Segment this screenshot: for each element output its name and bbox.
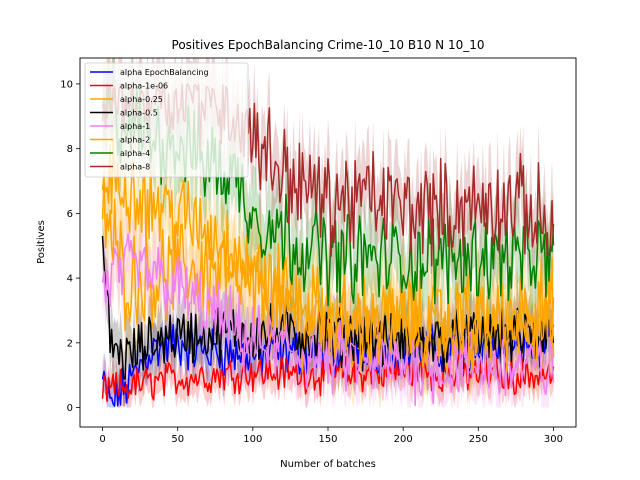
legend-label: alpha-0.25: [120, 95, 163, 104]
series-line-4: [101, 232, 555, 407]
legend-label: alpha-1e-06: [120, 82, 168, 91]
legend-label: alpha-4: [120, 149, 150, 158]
x-tick-label: 100: [243, 434, 262, 445]
series-band-5: [102, 89, 554, 408]
series-band-4: [102, 200, 554, 408]
legend-label: alpha EpochBalancing: [120, 68, 209, 77]
y-tick-label: 2: [67, 338, 73, 349]
y-axis: 0 2 4 6 8 10: [60, 79, 80, 414]
y-tick-label: 10: [60, 79, 73, 90]
y-tick-label: 8: [67, 144, 73, 155]
x-tick-label: 50: [171, 434, 184, 445]
x-tick-label: 250: [469, 434, 488, 445]
legend-label: alpha-0.5: [120, 109, 158, 118]
x-tick-label: 200: [394, 434, 413, 445]
x-axis-label: Number of batches: [280, 459, 376, 470]
x-tick-label: 300: [544, 434, 563, 445]
legend-label: alpha-8: [120, 163, 150, 172]
legend-box: [84, 62, 249, 178]
legend-label: alpha-1: [120, 122, 150, 131]
legend: alpha EpochBalancing alpha-1e-06 alpha-0.2…: [84, 62, 249, 178]
y-tick-label: 0: [67, 403, 73, 414]
x-axis: 0 50 100 150 200 250 300: [99, 427, 563, 445]
y-tick-label: 4: [67, 274, 73, 285]
chart-title: Positives EpochBalancing Crime-10_10 B10…: [172, 38, 485, 52]
x-tick-label: 0: [99, 434, 105, 445]
x-tick-label: 150: [318, 434, 337, 445]
legend-label: alpha-2: [120, 136, 150, 145]
y-tick-label: 6: [67, 209, 73, 220]
y-axis-label: Positives: [36, 220, 47, 264]
